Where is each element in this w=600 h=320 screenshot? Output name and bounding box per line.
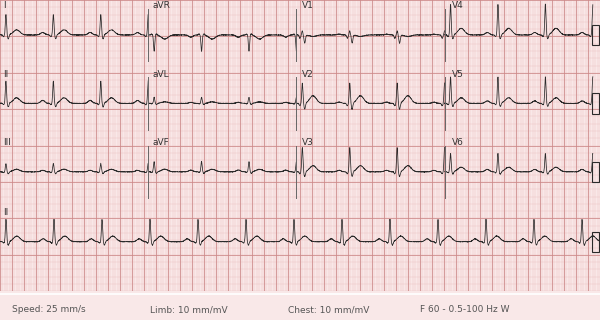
Text: aVL: aVL (152, 70, 169, 79)
Text: V4: V4 (452, 2, 464, 11)
Text: Limb: 10 mm/mV: Limb: 10 mm/mV (150, 305, 227, 315)
Text: Speed: 25 mm/s: Speed: 25 mm/s (12, 305, 86, 315)
Text: V6: V6 (452, 138, 464, 147)
Text: aVF: aVF (152, 138, 169, 147)
Text: III: III (3, 138, 11, 147)
Text: Chest: 10 mm/mV: Chest: 10 mm/mV (288, 305, 370, 315)
Bar (592, 162, 599, 182)
Text: V2: V2 (302, 70, 314, 79)
Text: V3: V3 (302, 138, 314, 147)
Text: II: II (3, 70, 8, 79)
Text: II: II (3, 208, 8, 217)
Text: F 60 - 0.5-100 Hz W: F 60 - 0.5-100 Hz W (420, 305, 509, 315)
Text: aVR: aVR (152, 2, 170, 11)
Bar (592, 231, 599, 252)
Bar (592, 25, 599, 45)
Text: V1: V1 (302, 2, 314, 11)
Text: V5: V5 (452, 70, 464, 79)
Bar (592, 93, 599, 114)
Text: I: I (3, 2, 5, 11)
